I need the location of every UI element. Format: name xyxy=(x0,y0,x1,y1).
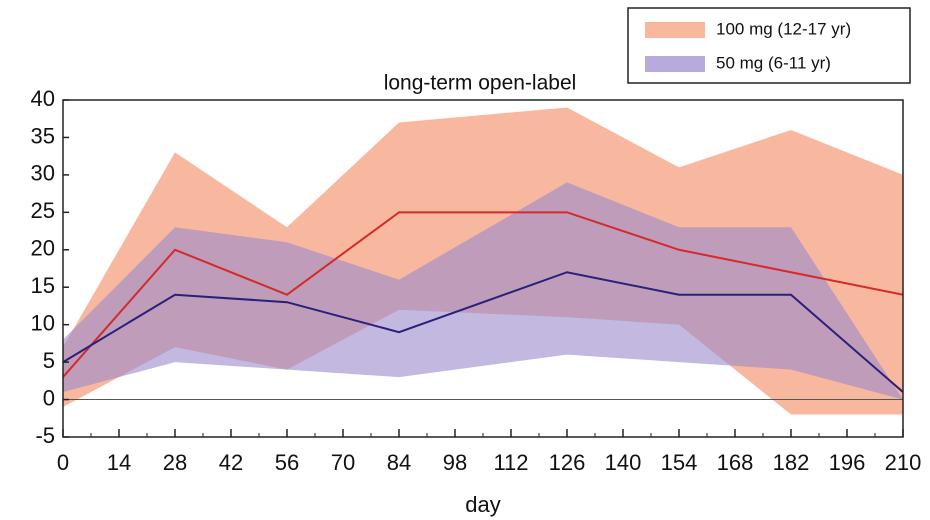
x-tick-label: 182 xyxy=(773,450,810,475)
y-tick-label: 30 xyxy=(31,161,55,186)
y-tick-label: 15 xyxy=(31,273,55,298)
series-line xyxy=(62,211,904,378)
y-tick-label: 25 xyxy=(31,198,55,223)
x-tick-label: 0 xyxy=(57,450,69,475)
x-tick-label: 84 xyxy=(387,450,411,475)
y-tick-label: 10 xyxy=(31,310,55,335)
y-tick-label: -5 xyxy=(35,423,55,448)
x-tick-label: 154 xyxy=(661,450,698,475)
y-tick-label: 5 xyxy=(43,348,55,373)
x-tick-label: 28 xyxy=(163,450,187,475)
x-tick-label: 126 xyxy=(549,450,586,475)
x-axis-label: day xyxy=(465,492,500,517)
x-tick-label: 42 xyxy=(219,450,243,475)
chart-title: long-term open-label xyxy=(384,72,577,95)
x-tick-label: 196 xyxy=(829,450,866,475)
series-line xyxy=(62,271,904,393)
x-tick-label: 70 xyxy=(331,450,355,475)
x-tick-label: 56 xyxy=(275,450,299,475)
range-band xyxy=(63,182,903,400)
y-tick-label: 20 xyxy=(31,236,55,261)
y-tick-label: 40 xyxy=(31,86,55,111)
y-tick-label: 0 xyxy=(43,385,55,410)
legend-label: 100 mg (12-17 yr) xyxy=(716,19,851,38)
plot-area xyxy=(62,107,904,415)
legend-swatch xyxy=(645,56,705,72)
legend-label: 50 mg (6-11 yr) xyxy=(716,53,831,72)
x-tick-label: 14 xyxy=(107,450,131,475)
x-tick-label: 210 xyxy=(885,450,922,475)
legend-swatch xyxy=(645,22,705,38)
x-tick-label: 98 xyxy=(443,450,467,475)
x-tick-label: 140 xyxy=(605,450,642,475)
x-tick-label: 112 xyxy=(493,450,528,475)
y-tick-label: 35 xyxy=(31,123,55,148)
x-tick-label: 168 xyxy=(717,450,754,475)
